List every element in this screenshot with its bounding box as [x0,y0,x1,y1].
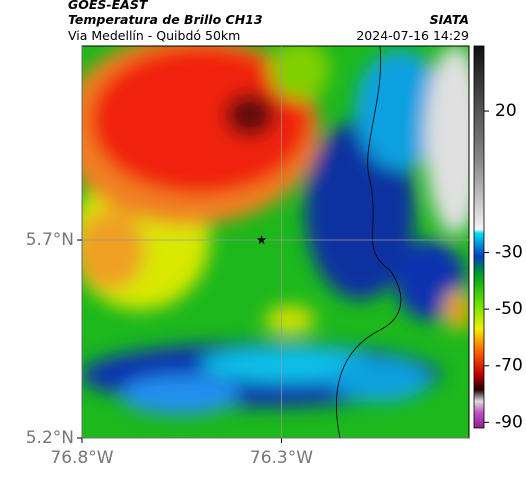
colorbar-tick-label: 20 [495,101,517,121]
x-tick-label: 76.3°W [250,448,313,468]
y-tick-label: 5.7°N [26,230,74,250]
x-tick-label: 76.8°W [50,448,113,468]
source: SIATA [430,12,469,27]
location-marker [256,235,267,245]
colorbar-tick-label: -70 [495,356,523,376]
product: Temperatura de Brillo CH13 [68,12,263,27]
timestamp: 2024-07-16 14:29 [356,28,469,43]
colorbar-tick-label: -90 [495,412,523,432]
colorbar-tick-label: -50 [495,299,523,319]
colorbar [473,45,485,429]
colorbar-tick-label: -30 [495,243,523,263]
y-tick-label: 5.2°N [26,428,74,448]
satellite: GOES-EAST [68,0,149,12]
route: Via Medellín - Quibdó 50km [68,28,240,43]
temperature-field [82,46,469,438]
